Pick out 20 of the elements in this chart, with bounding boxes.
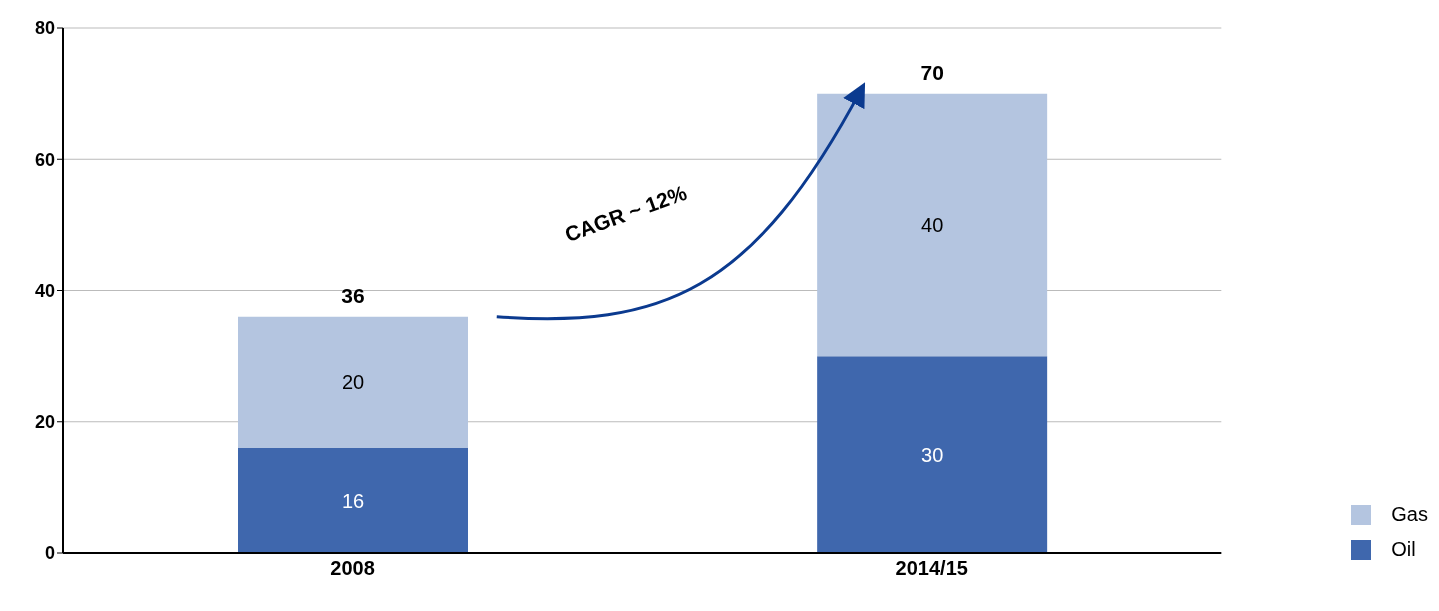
bar [817, 93, 1048, 357]
bar [238, 448, 468, 553]
legend-label: Oil [1391, 538, 1416, 561]
y-tick-label: 20 [34, 412, 55, 433]
total-label: 36 [341, 283, 365, 307]
data-label: 40 [921, 213, 944, 236]
data-label: 16 [341, 489, 365, 512]
data-label: 30 [921, 443, 944, 466]
y-tick-label: 40 [34, 280, 55, 301]
data-label: 20 [341, 371, 365, 394]
x-tick-label: 2014/15 [895, 557, 968, 580]
y-tick-label: 80 [34, 18, 55, 39]
legend-label: Gas [1391, 503, 1428, 526]
x-tick-label: 2008 [330, 557, 375, 580]
total-label: 70 [920, 60, 944, 84]
bar [238, 316, 468, 448]
annotation: CAGR ~ 12% [561, 180, 691, 247]
bar [817, 356, 1048, 553]
y-tick-label: 0 [44, 543, 55, 564]
y-tick-label: 60 [34, 149, 55, 170]
